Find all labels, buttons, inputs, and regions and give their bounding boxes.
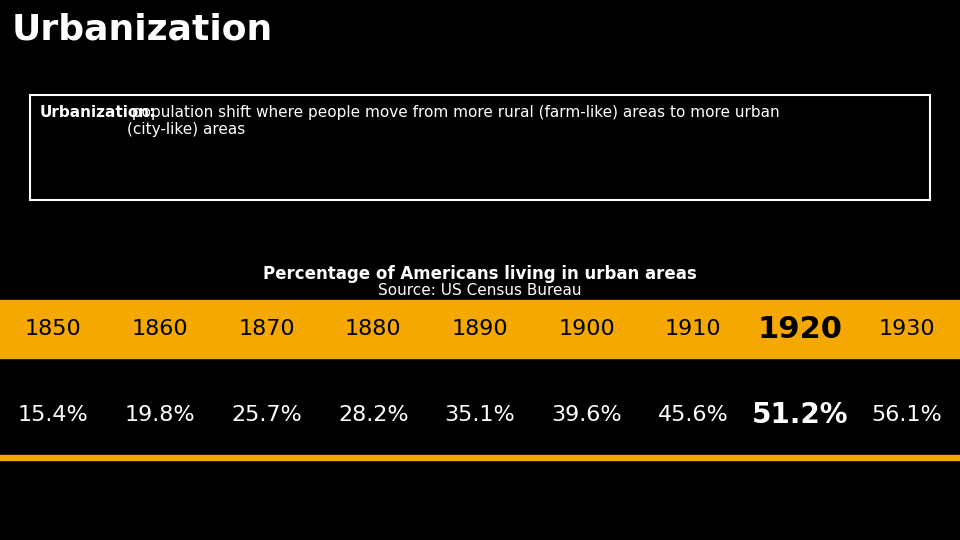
Text: 25.7%: 25.7% <box>231 405 302 425</box>
Text: Percentage of Americans living in urban areas: Percentage of Americans living in urban … <box>263 265 697 283</box>
Text: 45.6%: 45.6% <box>658 405 729 425</box>
Text: 15.4%: 15.4% <box>18 405 88 425</box>
Bar <box>0 300 960 358</box>
Text: 1890: 1890 <box>452 319 508 339</box>
Text: 28.2%: 28.2% <box>338 405 409 425</box>
Text: 1900: 1900 <box>559 319 615 339</box>
Text: 1850: 1850 <box>25 319 82 339</box>
Text: 1920: 1920 <box>757 314 843 343</box>
Text: Urbanization:: Urbanization: <box>40 105 156 120</box>
Bar <box>0 455 960 460</box>
Text: 35.1%: 35.1% <box>444 405 516 425</box>
Text: population shift where people move from more rural (farm-like) areas to more urb: population shift where people move from … <box>127 105 780 137</box>
FancyBboxPatch shape <box>30 95 930 200</box>
Text: 1860: 1860 <box>132 319 188 339</box>
Text: 1870: 1870 <box>238 319 295 339</box>
Text: 19.8%: 19.8% <box>125 405 195 425</box>
Text: Source: US Census Bureau: Source: US Census Bureau <box>378 283 582 298</box>
Text: 1910: 1910 <box>665 319 722 339</box>
Text: 56.1%: 56.1% <box>872 405 942 425</box>
Text: 39.6%: 39.6% <box>551 405 622 425</box>
Text: 1930: 1930 <box>878 319 935 339</box>
Text: 1880: 1880 <box>345 319 401 339</box>
Text: 51.2%: 51.2% <box>752 401 849 429</box>
Text: Urbanization: Urbanization <box>12 12 274 46</box>
